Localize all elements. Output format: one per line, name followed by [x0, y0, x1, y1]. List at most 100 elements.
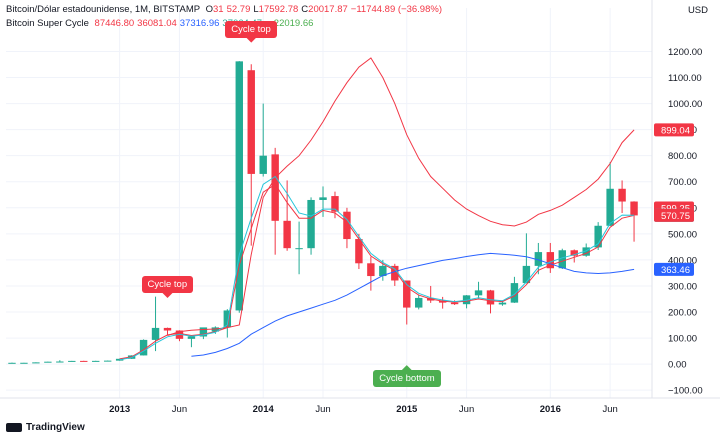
price-label: 899.04 — [661, 125, 690, 136]
candle-body — [20, 362, 28, 364]
candle-body — [343, 211, 351, 240]
candle-body — [271, 154, 279, 221]
candle-body — [606, 188, 614, 226]
currency-label: USD — [687, 5, 708, 16]
ohlc-item: C20017.87 — [301, 4, 348, 15]
y-tick-label: 300.00 — [668, 281, 697, 292]
ohlc-value: 52.79 — [226, 4, 251, 15]
candle-body — [498, 302, 507, 305]
candle-body — [486, 290, 495, 305]
indicator-value: 87446.80 — [94, 18, 135, 29]
candle-body — [379, 265, 387, 277]
annotation-label[interactable]: Cycle bottom — [373, 370, 441, 388]
annotation-pointer — [246, 37, 257, 43]
candle-body — [462, 295, 471, 305]
candle-body — [295, 248, 303, 250]
price-label-bg — [654, 123, 694, 137]
y-tick-label: −100.00 — [668, 386, 703, 397]
candle-body — [247, 70, 255, 174]
candle-body — [570, 250, 578, 256]
ohlc-value: 17592.78 — [258, 4, 299, 15]
tradingview-logo-icon — [6, 423, 22, 432]
candle-body — [582, 247, 590, 256]
y-tick-label: 1200.00 — [668, 47, 702, 58]
annotation-pointer — [162, 292, 173, 298]
candle-body — [80, 360, 88, 362]
y-tick-label: 800.00 — [668, 151, 697, 162]
indicator-value: 36081.04 — [137, 18, 177, 29]
series-line — [119, 175, 635, 361]
x-tick-label: 2015 — [396, 404, 418, 415]
ohlc-item: −11744.89 (−36.98%) — [351, 4, 442, 15]
y-tick-label: 700.00 — [668, 177, 697, 188]
y-tick-label: 200.00 — [668, 308, 697, 319]
annotation-label[interactable]: Cycle top — [225, 20, 277, 38]
price-label: 570.75 — [661, 211, 690, 222]
candle-body — [522, 265, 531, 284]
candle-body — [223, 310, 232, 328]
candle-body — [283, 220, 291, 249]
candle-body — [235, 61, 243, 311]
y-tick-label: 100.00 — [668, 334, 697, 345]
candle-body — [355, 239, 363, 264]
candle-body — [259, 155, 267, 174]
candle-body — [319, 197, 327, 200]
candle-body — [92, 360, 100, 362]
x-tick-label: Jun — [172, 404, 187, 415]
ohlc-key: L — [253, 4, 259, 15]
candle-body — [403, 280, 411, 308]
indicator-value: 37316.96 — [179, 18, 220, 29]
candle-body — [618, 188, 626, 202]
tradingview-name: TradingView — [26, 422, 85, 433]
x-tick-label: Jun — [459, 404, 474, 415]
series-line — [119, 183, 635, 360]
ohlc-item: L17592.78 — [253, 4, 298, 15]
candle-body — [391, 265, 399, 281]
price-label-bg — [654, 208, 694, 222]
y-tick-label: 1000.00 — [668, 99, 702, 110]
candle-body — [151, 327, 160, 340]
ohlc-value: 20017.87 — [308, 4, 348, 15]
ohlc-value: 31 — [213, 4, 224, 15]
candle-body — [415, 297, 423, 308]
ohlc-key: O — [205, 4, 213, 15]
tradingview-branding: TradingView — [6, 422, 85, 433]
series-line — [167, 57, 635, 336]
candle-body — [307, 199, 315, 249]
candle-body — [199, 327, 208, 337]
candle-body — [32, 362, 40, 364]
candle-body — [44, 361, 52, 363]
candle-body — [474, 290, 483, 296]
indicator-values: 87446.8036081.0437316.9637064.47⌀22019.6… — [92, 18, 314, 29]
ohlc-value: −11744.89 (−36.98%) — [350, 4, 442, 15]
candle-body — [8, 362, 16, 364]
indicator-value: 22019.66 — [273, 18, 314, 29]
candle-body — [510, 283, 519, 303]
annotation-label[interactable]: Cycle top — [141, 275, 194, 293]
ohlc-values: O31 52.79 L17592.78 C20017.87 −11744.89 (−36… — [203, 4, 442, 15]
candle-body — [630, 201, 638, 216]
candle-body — [56, 361, 64, 363]
annotation-pointer — [401, 365, 412, 371]
ohlc-key: C — [301, 4, 309, 15]
candle-body — [331, 196, 339, 212]
y-tick-label: 0.00 — [668, 360, 687, 371]
x-tick-label: 2016 — [540, 404, 561, 415]
symbol-title: Bitcoin/Dólar estadounidense, 1M, BITSTA… — [6, 4, 200, 15]
candle-body — [594, 225, 602, 248]
x-tick-label: Jun — [315, 404, 330, 415]
candle-body — [546, 252, 555, 269]
x-tick-label: Jun — [602, 404, 617, 415]
candle-body — [558, 250, 566, 269]
y-tick-label: 500.00 — [668, 229, 697, 240]
candle-body — [534, 252, 543, 266]
symbol-header: Bitcoin/Dólar estadounidense, 1M, BITSTA… — [6, 4, 442, 15]
candle-body — [450, 302, 459, 305]
price-label-bg — [654, 262, 694, 276]
candle-body — [187, 336, 196, 339]
price-label: 363.46 — [661, 265, 690, 276]
candle-body — [103, 360, 112, 362]
series-line — [191, 252, 635, 357]
x-tick-label: 2014 — [253, 404, 275, 415]
